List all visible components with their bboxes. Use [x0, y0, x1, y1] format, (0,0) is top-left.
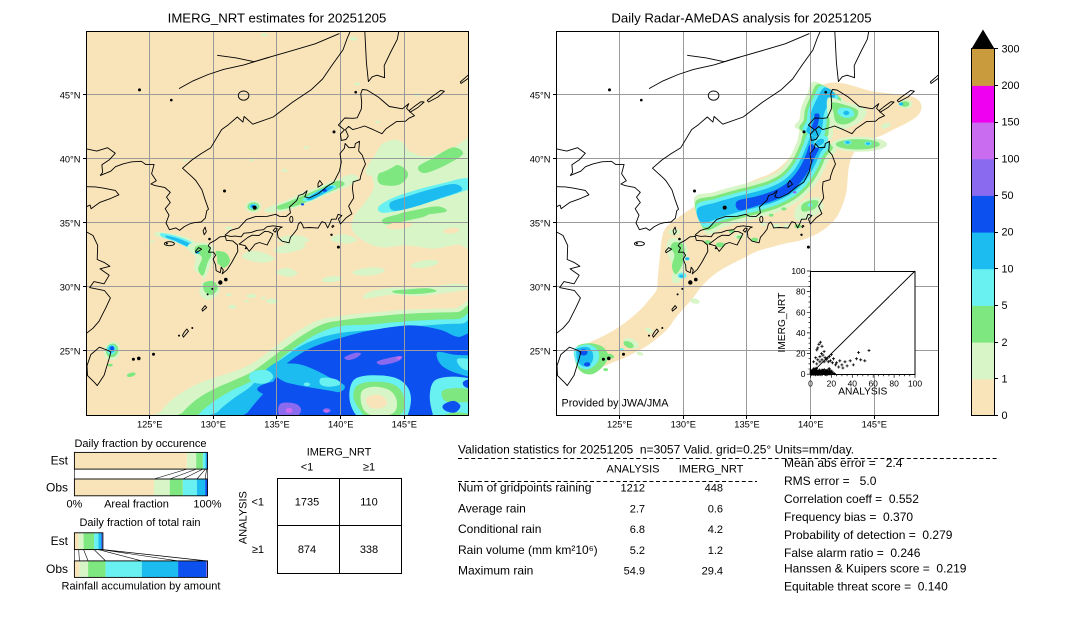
svg-text:Provided by JWA/JMA: Provided by JWA/JMA [562, 398, 670, 410]
svg-text:Mean abs error = 2.4: Mean abs error = 2.4 [784, 456, 903, 470]
svg-text:1735: 1735 [295, 497, 319, 509]
svg-text:130°E: 130°E [201, 420, 226, 430]
svg-text:0: 0 [801, 369, 806, 379]
svg-text:0: 0 [1002, 410, 1008, 422]
svg-text:100: 100 [1002, 153, 1020, 165]
svg-text:145°E: 145°E [862, 420, 887, 430]
svg-text:50: 50 [1002, 190, 1014, 202]
svg-text:1.2: 1.2 [708, 545, 723, 557]
svg-text:140°E: 140°E [328, 420, 353, 430]
svg-text:Rainfall accumulation by amoun: Rainfall accumulation by amount [62, 581, 221, 593]
svg-text:Daily fraction by occurence: Daily fraction by occurence [74, 438, 206, 450]
svg-text:Daily Radar-AMeDAS analysis fo: Daily Radar-AMeDAS analysis for 20251205 [611, 11, 871, 26]
svg-text:40°N: 40°N [60, 154, 81, 164]
svg-text:100: 100 [908, 379, 922, 389]
svg-text:Conditional rain: Conditional rain [458, 522, 541, 536]
svg-text:80: 80 [796, 287, 806, 297]
svg-text:145°E: 145°E [392, 420, 417, 430]
svg-text:Equitable threat score = 0.14: Equitable threat score = 0.140 [784, 580, 948, 594]
svg-text:Validation statistics for 2025: Validation statistics for 20251205 n=305… [458, 443, 854, 457]
svg-text:130°E: 130°E [671, 420, 696, 430]
svg-text:Frequency bias = 0.370: Frequency bias = 0.370 [784, 510, 913, 524]
svg-text:5: 5 [1002, 300, 1008, 312]
svg-text:5.2: 5.2 [630, 545, 645, 557]
svg-text:20: 20 [1002, 227, 1014, 239]
svg-text:25°N: 25°N [60, 346, 81, 356]
svg-text:20: 20 [796, 349, 806, 359]
svg-text:6.8: 6.8 [630, 524, 645, 536]
svg-text:Num of gridpoints raining: Num of gridpoints raining [458, 481, 591, 495]
svg-text:45°N: 45°N [530, 90, 551, 100]
svg-text:Est: Est [51, 454, 69, 468]
svg-text:110: 110 [360, 497, 378, 509]
svg-text:2: 2 [1002, 337, 1008, 349]
svg-text:60: 60 [796, 307, 806, 317]
svg-text:35°N: 35°N [530, 218, 551, 228]
svg-text:30°N: 30°N [60, 282, 81, 292]
svg-text:≥1: ≥1 [363, 462, 375, 474]
svg-text:29.4: 29.4 [702, 566, 723, 578]
svg-text:10: 10 [1002, 263, 1014, 275]
svg-text:IMERG_NRT: IMERG_NRT [679, 464, 744, 476]
svg-text:Maximum rain: Maximum rain [458, 564, 533, 578]
svg-text:IMERG_NRT: IMERG_NRT [307, 447, 372, 459]
svg-text:Rain volume (mm km²10⁶): Rain volume (mm km²10⁶) [458, 543, 598, 557]
svg-text:200: 200 [1002, 80, 1020, 92]
svg-text:54.9: 54.9 [624, 566, 645, 578]
svg-text:25°N: 25°N [530, 346, 551, 356]
svg-text:60: 60 [868, 379, 878, 389]
svg-text:≥1: ≥1 [252, 544, 264, 556]
svg-text:1: 1 [1002, 373, 1008, 385]
svg-text:Areal fraction: Areal fraction [104, 499, 169, 511]
svg-text:<1: <1 [251, 497, 264, 509]
svg-text:Obs: Obs [46, 562, 68, 576]
svg-text:1212: 1212 [621, 483, 645, 495]
svg-text:100%: 100% [193, 499, 221, 511]
svg-text:150: 150 [1002, 117, 1020, 129]
svg-text:Probability of detection = 0.: Probability of detection = 0.279 [784, 528, 953, 542]
svg-text:0%: 0% [66, 499, 82, 511]
svg-text:4.2: 4.2 [708, 524, 723, 536]
svg-text:Daily fraction of total rain: Daily fraction of total rain [79, 517, 200, 529]
svg-text:Est: Est [51, 534, 69, 548]
svg-text:False alarm ratio = 0.246: False alarm ratio = 0.246 [784, 546, 921, 560]
svg-text:125°E: 125°E [137, 420, 162, 430]
svg-text:2.7: 2.7 [630, 503, 645, 515]
svg-text:30°N: 30°N [530, 282, 551, 292]
svg-text:ANALYSIS: ANALYSIS [238, 491, 250, 544]
svg-text:0: 0 [808, 379, 813, 389]
svg-text:ANALYSIS: ANALYSIS [838, 387, 887, 398]
svg-text:100: 100 [791, 266, 805, 276]
svg-text:0.6: 0.6 [708, 503, 723, 515]
svg-text:IMERG_NRT estimates for 202512: IMERG_NRT estimates for 20251205 [168, 11, 387, 26]
svg-text:Obs: Obs [46, 480, 68, 494]
svg-text:874: 874 [298, 544, 316, 556]
svg-text:IMERG_NRT: IMERG_NRT [777, 293, 788, 353]
svg-text:Correlation coeff = 0.552: Correlation coeff = 0.552 [784, 492, 919, 506]
svg-text:40: 40 [848, 379, 858, 389]
svg-text:300: 300 [1002, 43, 1020, 55]
svg-text:ANALYSIS: ANALYSIS [607, 464, 660, 476]
svg-text:40°N: 40°N [530, 154, 551, 164]
svg-text:<1: <1 [301, 462, 314, 474]
svg-text:135°E: 135°E [264, 420, 289, 430]
svg-text:Average rain: Average rain [458, 501, 526, 515]
svg-text:40: 40 [796, 328, 806, 338]
svg-text:80: 80 [889, 379, 899, 389]
svg-text:338: 338 [360, 544, 378, 556]
svg-text:125°E: 125°E [607, 420, 632, 430]
svg-text:140°E: 140°E [798, 420, 823, 430]
svg-text:Hanssen & Kuipers score = 0.2: Hanssen & Kuipers score = 0.219 [784, 562, 967, 576]
svg-text:RMS error = 5.0: RMS error = 5.0 [784, 474, 877, 488]
svg-text:448: 448 [705, 483, 723, 495]
svg-text:35°N: 35°N [60, 218, 81, 228]
svg-text:45°N: 45°N [60, 90, 81, 100]
svg-text:135°E: 135°E [734, 420, 759, 430]
svg-text:20: 20 [827, 379, 837, 389]
